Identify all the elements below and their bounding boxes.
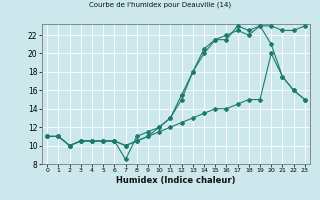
Text: Courbe de l'humidex pour Deauville (14): Courbe de l'humidex pour Deauville (14): [89, 1, 231, 7]
X-axis label: Humidex (Indice chaleur): Humidex (Indice chaleur): [116, 176, 236, 185]
